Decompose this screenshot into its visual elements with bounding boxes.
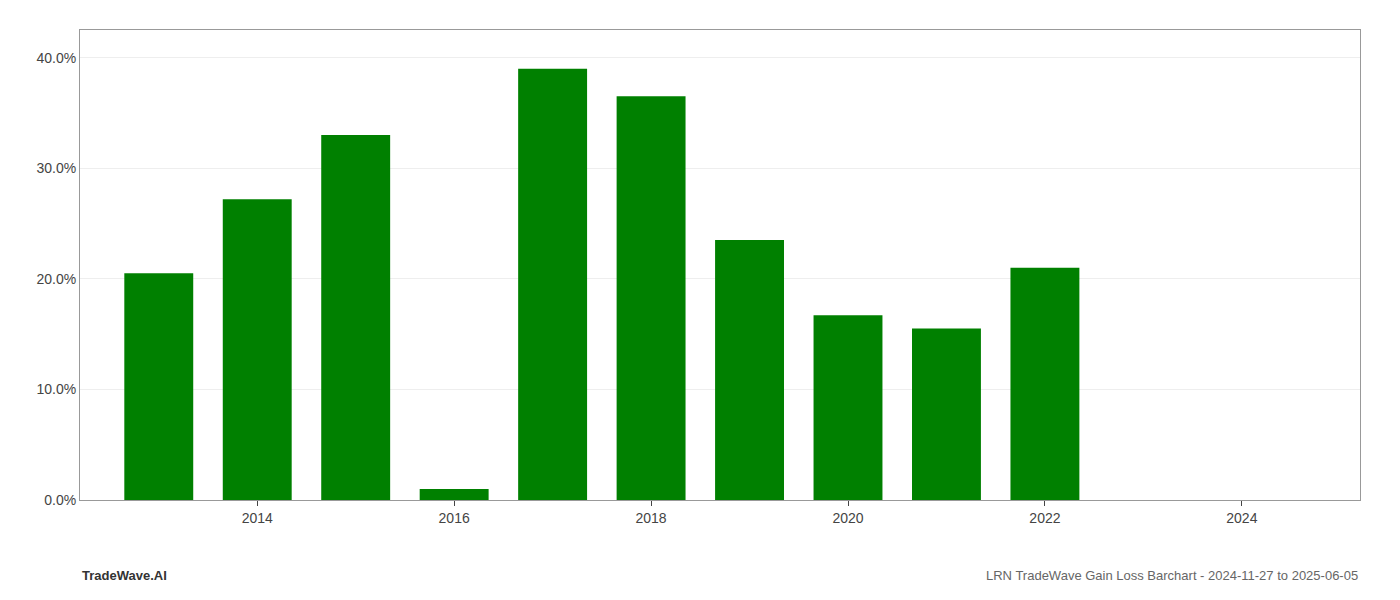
svg-text:30.0%: 30.0% — [36, 160, 76, 176]
svg-text:2022: 2022 — [1029, 510, 1060, 526]
svg-text:0.0%: 0.0% — [44, 492, 76, 508]
svg-text:2014: 2014 — [242, 510, 273, 526]
svg-text:LRN TradeWave Gain Loss Barcha: LRN TradeWave Gain Loss Barchart - 2024-… — [986, 568, 1358, 583]
svg-text:10.0%: 10.0% — [36, 381, 76, 397]
svg-text:2020: 2020 — [832, 510, 863, 526]
svg-text:2018: 2018 — [636, 510, 667, 526]
svg-text:2016: 2016 — [439, 510, 470, 526]
svg-text:TradeWave.AI: TradeWave.AI — [82, 568, 167, 583]
svg-text:2024: 2024 — [1226, 510, 1257, 526]
svg-text:20.0%: 20.0% — [36, 271, 76, 287]
svg-text:40.0%: 40.0% — [36, 50, 76, 66]
